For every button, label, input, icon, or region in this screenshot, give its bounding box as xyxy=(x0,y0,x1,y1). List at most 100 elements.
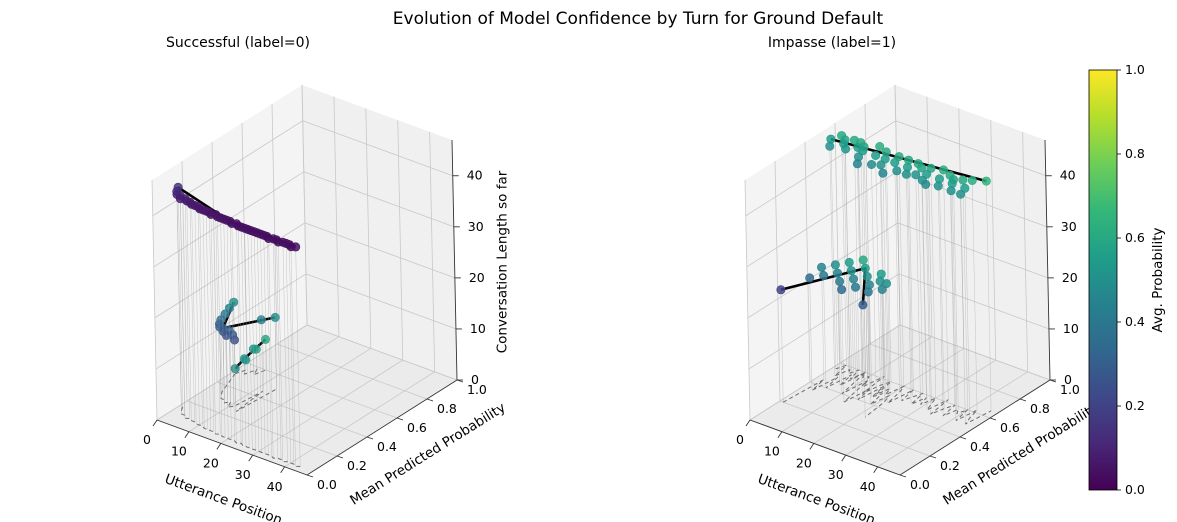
z-tick-label: 0 xyxy=(1064,372,1072,387)
data-point xyxy=(956,189,966,199)
y-tick xyxy=(426,398,434,402)
colorbar-tick-label: 0.0 xyxy=(1125,482,1145,497)
z-tick-label: 40 xyxy=(1060,168,1076,183)
subplot-title-impasse: Impasse (label=1) xyxy=(768,35,896,51)
stem-line xyxy=(273,238,279,459)
y-tick-label: 1.0 xyxy=(467,382,487,397)
stem-line xyxy=(247,229,253,449)
gridline-x xyxy=(926,96,933,337)
y-tick xyxy=(1019,398,1027,402)
stem-line xyxy=(829,146,835,377)
colorbar-tick-label: 1.0 xyxy=(1125,62,1145,77)
stem-line xyxy=(868,291,871,405)
y-tick-label: 0.6 xyxy=(1000,420,1020,435)
gridline-y xyxy=(246,362,398,419)
stem-line xyxy=(823,275,827,388)
stem-line xyxy=(960,194,966,424)
y-tick xyxy=(366,436,374,440)
stem-line xyxy=(972,180,978,411)
colorbar-gradient xyxy=(1088,69,1118,491)
colorbar-tick-label: 0.6 xyxy=(1125,230,1145,245)
z-tick-label: 20 xyxy=(469,270,485,285)
data-point xyxy=(830,260,840,270)
stem-line xyxy=(268,238,274,459)
data-point xyxy=(825,141,835,151)
stem-line xyxy=(809,277,813,391)
gridline-y xyxy=(774,160,781,402)
stem-line xyxy=(953,179,959,410)
stem-line xyxy=(263,235,269,455)
x-tick xyxy=(873,466,879,474)
data-point xyxy=(911,170,921,180)
stem-line xyxy=(906,174,912,405)
data-point xyxy=(877,284,887,294)
z-axis-label: Conversation Length so far xyxy=(495,170,511,353)
data-point xyxy=(837,285,847,295)
data-point xyxy=(776,285,786,295)
x-tick xyxy=(777,431,783,438)
stem-line xyxy=(199,208,205,429)
data-point xyxy=(846,266,856,276)
y-tick-label: 0.8 xyxy=(437,401,457,416)
x-tick-label: 40 xyxy=(860,479,876,494)
stem-line xyxy=(951,183,958,414)
data-point xyxy=(841,144,851,154)
stem-line xyxy=(265,339,267,371)
x-tick xyxy=(841,454,847,462)
stem-line xyxy=(962,180,968,410)
stem-line xyxy=(939,178,945,409)
data-point xyxy=(844,257,854,267)
data-point xyxy=(981,176,991,186)
back-pane xyxy=(302,85,457,380)
stem-line xyxy=(205,211,211,431)
stem-line xyxy=(266,236,272,456)
x-axis-line xyxy=(749,419,901,476)
stem-line xyxy=(289,244,295,465)
y-axis-line xyxy=(306,379,458,476)
z-tick-label: 30 xyxy=(1061,219,1077,234)
stem-line xyxy=(229,221,235,441)
stem-line xyxy=(896,170,902,401)
stem-line xyxy=(841,135,847,366)
stem-line xyxy=(949,175,956,406)
stem-line xyxy=(886,283,890,396)
stem-line xyxy=(184,198,190,419)
y-tick-label: 0.4 xyxy=(970,439,990,454)
gridline-z xyxy=(306,324,458,381)
stem-line xyxy=(191,204,197,424)
data-point xyxy=(819,270,829,280)
floor-pane xyxy=(157,325,457,475)
stem-line xyxy=(921,167,927,398)
data-point xyxy=(832,268,842,278)
floor-projection-line xyxy=(180,406,301,467)
gridline-z xyxy=(304,222,456,279)
stem-line xyxy=(186,201,192,421)
gridline-z xyxy=(156,324,308,421)
stem-line xyxy=(197,206,203,427)
stem-line xyxy=(250,230,256,451)
gridline-y xyxy=(151,179,158,421)
data-point xyxy=(260,334,270,344)
gridline-y xyxy=(834,122,841,364)
gridline-z xyxy=(155,273,307,370)
stem-line xyxy=(938,186,944,416)
stem-line xyxy=(223,219,229,439)
gridline-y xyxy=(804,141,811,383)
y-tick xyxy=(959,436,967,440)
gridline-x xyxy=(845,359,996,456)
stem-line xyxy=(844,139,851,370)
data-point xyxy=(805,273,815,283)
stem-line xyxy=(986,181,992,411)
data-point xyxy=(890,158,900,168)
floor-projection-line xyxy=(782,371,891,418)
axes-successful: Successful (label=0) 0 10 20 30 40 0.0 0.2 0.4 0… xyxy=(143,35,510,522)
data-point xyxy=(862,271,872,281)
data-point xyxy=(876,160,886,170)
stem-line xyxy=(276,239,282,460)
stem-line xyxy=(209,212,215,432)
stem-line xyxy=(964,188,970,419)
data-point xyxy=(863,287,873,297)
stem-line xyxy=(231,223,237,444)
stem-line xyxy=(180,198,186,419)
